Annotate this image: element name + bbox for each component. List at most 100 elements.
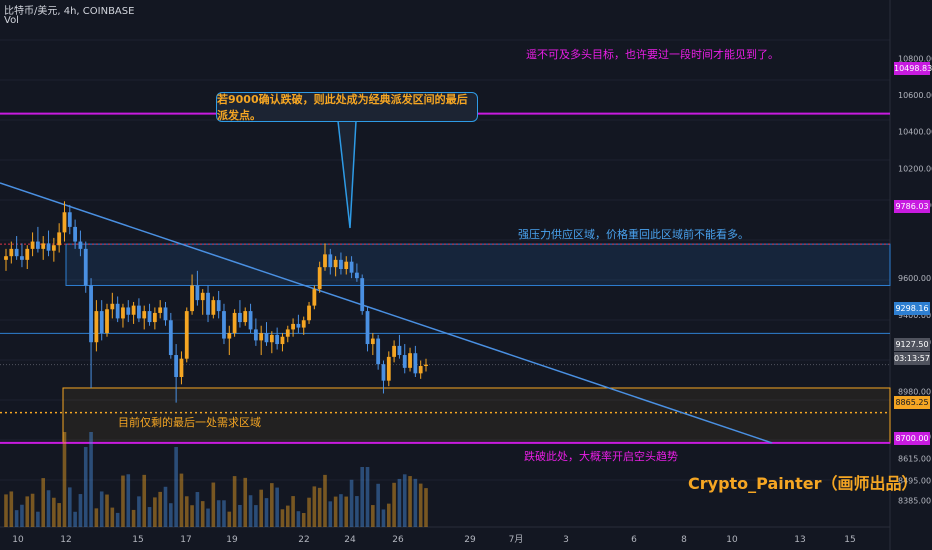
volume-bar xyxy=(20,504,24,527)
volume-bar xyxy=(296,511,301,527)
candle-body xyxy=(131,305,136,315)
time-tick-label: 3 xyxy=(563,535,569,545)
candle-body xyxy=(115,303,120,319)
volume-bar xyxy=(285,505,290,527)
volume-bar xyxy=(9,491,14,527)
candle-body xyxy=(89,285,93,343)
candle-body xyxy=(296,323,301,328)
volume-bar xyxy=(386,503,391,527)
volume-bar xyxy=(402,474,407,527)
demand-zone-note: 目前仅剩的最后一处需求区域 xyxy=(118,416,261,429)
demand-zone xyxy=(62,387,891,444)
time-tick-label: 19 xyxy=(226,535,238,545)
volume-bar xyxy=(227,511,232,527)
price-label-mid-line: 9298.16 xyxy=(894,302,930,315)
volume-bar xyxy=(307,497,311,527)
candle-body xyxy=(195,285,200,301)
time-tick-label: 29 xyxy=(464,535,476,545)
candle-body xyxy=(41,243,46,249)
candle-body xyxy=(9,248,14,257)
candle-body xyxy=(323,254,327,268)
volume-bar xyxy=(344,496,349,527)
volume-bar xyxy=(131,509,136,527)
time-tick-label: 7月 xyxy=(509,534,524,545)
candle-body xyxy=(285,329,290,337)
volume-bar xyxy=(397,478,402,527)
time-tick-label: 8 xyxy=(681,535,687,545)
volume-bar xyxy=(301,512,306,527)
volume-bar xyxy=(169,503,173,527)
volume-bar xyxy=(317,487,322,527)
candle-body xyxy=(333,259,338,268)
candle-body xyxy=(344,261,349,270)
volume-bar xyxy=(323,474,327,527)
candle-body xyxy=(291,323,295,330)
volume-bar xyxy=(158,491,162,527)
volume-bar xyxy=(333,496,338,527)
time-tick-label: 15 xyxy=(132,535,143,545)
time-tick-label: 17 xyxy=(180,535,191,545)
time-tick-label: 12 xyxy=(60,535,71,545)
volume-bar xyxy=(137,496,141,527)
candle-body xyxy=(78,241,83,249)
volume-bar xyxy=(57,503,61,527)
candle-body xyxy=(57,232,62,246)
volume-bar xyxy=(259,489,263,527)
candle-body xyxy=(259,333,264,341)
candle-body xyxy=(354,272,359,279)
volume-bar xyxy=(216,500,221,527)
volume-bar xyxy=(73,511,77,527)
callout-pointer xyxy=(337,120,357,229)
volume-bar xyxy=(248,495,253,527)
volume-bar xyxy=(78,494,83,527)
candle-body xyxy=(147,311,152,323)
volume-bar xyxy=(115,512,120,527)
candle-body xyxy=(418,366,423,374)
volume-bar xyxy=(46,490,51,527)
candle-body xyxy=(25,248,30,260)
time-tick-label: 26 xyxy=(392,535,404,545)
volume-bar xyxy=(339,494,343,527)
volume-bar xyxy=(355,496,359,527)
volume-bar xyxy=(275,487,279,527)
time-tick-label: 13 xyxy=(794,535,805,545)
candle-body xyxy=(73,226,78,242)
volume-bar xyxy=(89,432,93,527)
volume-bar xyxy=(418,483,423,527)
candle-body xyxy=(301,320,306,328)
price-label-bottom-support: 8700.00 xyxy=(894,432,930,445)
candle-body xyxy=(381,364,386,381)
volume-bar xyxy=(153,497,157,527)
volume-bar xyxy=(381,509,386,527)
volume-bar xyxy=(408,476,412,527)
volume-bar xyxy=(126,474,131,527)
volume-bar xyxy=(424,488,428,527)
candle-body xyxy=(46,243,51,251)
candle-body xyxy=(392,345,397,357)
price-tick-label: 8385.00 xyxy=(898,497,931,506)
volume-bar xyxy=(360,467,365,527)
candle-body xyxy=(200,292,205,301)
candle-body xyxy=(51,245,56,251)
bottom-support-note: 跌破此处，大概率开启空头趋势 xyxy=(524,450,678,463)
time-tick-label: 24 xyxy=(344,535,356,545)
candle-body xyxy=(413,353,418,374)
candle-body xyxy=(360,278,365,312)
volume-bar xyxy=(52,497,56,527)
volume-bar xyxy=(4,494,8,527)
price-tick-label: 10400.00 xyxy=(898,128,932,137)
candle-body xyxy=(105,309,109,334)
candle-body xyxy=(20,256,24,260)
candle-body xyxy=(243,311,248,323)
candle-body xyxy=(227,333,232,339)
candle-body xyxy=(62,212,67,233)
volume-label: Vol xyxy=(4,15,19,26)
volume-bar xyxy=(174,447,178,527)
callout-bubble: 若9000确认跌破，则此处成为经典派发区间的最后派发点。 xyxy=(216,92,478,122)
candle-body xyxy=(280,336,285,345)
volume-bar xyxy=(41,478,46,527)
volume-bar xyxy=(206,508,210,527)
time-tick-label: 6 xyxy=(631,535,637,545)
